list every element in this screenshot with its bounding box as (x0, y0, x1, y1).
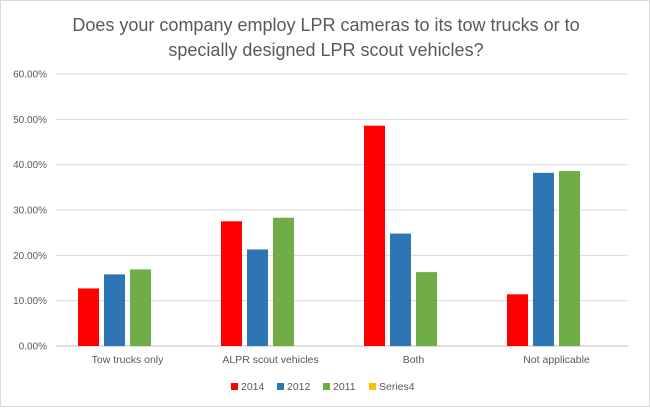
bar-2011-not-applicable (559, 171, 580, 346)
legend-label-2011: 2011 (333, 381, 356, 393)
y-tick-label: 0.00% (19, 342, 47, 353)
legend-swatch-2014 (231, 383, 238, 390)
y-axis-ticks: 0.00% 10.00% 20.00% 30.00% 40.00% 50.00% 60.00… (13, 70, 47, 353)
bar-2012-not-applicable (533, 172, 554, 346)
bar-2014-not-applicable (507, 294, 528, 346)
x-category-label: Not applicable (523, 354, 590, 366)
bar-2014-both (364, 125, 385, 347)
legend-label-2014: 2014 (241, 381, 265, 393)
y-tick-label: 50.00% (13, 115, 47, 126)
bar-2014-tow-trucks-only (78, 288, 99, 346)
legend-label-series4: Series4 (379, 381, 415, 393)
legend-swatch-2012 (277, 383, 284, 390)
x-axis-categories: Tow trucks only ALPR scout vehicles Both No… (92, 354, 590, 366)
bar-2014-alpr-scout-vehicles (221, 221, 242, 346)
bars (78, 125, 580, 347)
y-tick-label: 30.00% (13, 206, 47, 217)
x-category-label: Both (403, 354, 425, 366)
bar-2012-tow-trucks-only (104, 274, 125, 346)
gridlines (56, 73, 628, 347)
x-category-label: ALPR scout vehicles (222, 354, 318, 366)
bar-2012-both (390, 233, 411, 346)
y-tick-label: 60.00% (13, 70, 47, 81)
legend-swatch-series4 (369, 383, 376, 390)
x-category-label: Tow trucks only (92, 354, 165, 366)
bar-2012-alpr-scout-vehicles (247, 249, 268, 346)
y-tick-label: 40.00% (13, 160, 47, 171)
legend-label-2012: 2012 (287, 381, 311, 393)
chart-title-line-1: Does your company employ LPR cameras to … (72, 15, 579, 35)
legend: 2014 2012 2011 Series4 (231, 381, 415, 393)
bar-2011-tow-trucks-only (130, 269, 151, 346)
y-tick-label: 20.00% (13, 251, 47, 262)
chart-title-line-2: specially designed LPR scout vehicles? (168, 40, 483, 60)
bar-2011-alpr-scout-vehicles (273, 217, 294, 346)
y-tick-label: 10.00% (13, 296, 47, 307)
bar-2011-both (416, 272, 437, 346)
legend-swatch-2011 (323, 383, 330, 390)
